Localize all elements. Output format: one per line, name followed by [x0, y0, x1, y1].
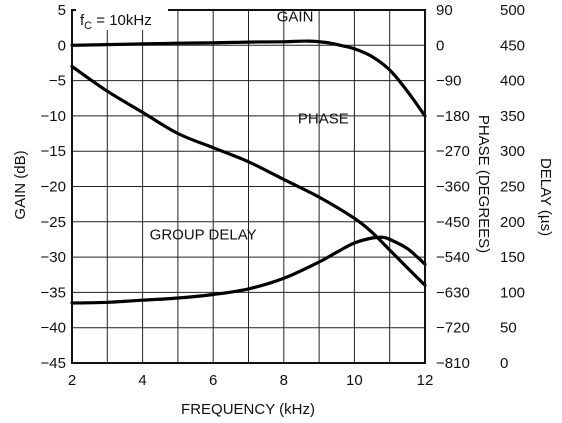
frequency-tick-label: 6 [209, 372, 217, 389]
delay-tick-label: 150 [500, 249, 525, 266]
phase-tick-label: −810 [436, 355, 470, 372]
delay-axis-title: DELAY (µs) [537, 158, 554, 236]
phase-axis-title: PHASE (DEGREES) [475, 115, 492, 253]
frequency-tick-label: 8 [280, 372, 288, 389]
grid [72, 10, 425, 363]
delay-tick-label: 0 [500, 355, 508, 372]
gain-tick-label: −15 [41, 143, 66, 160]
curves: GAIN PHASE GROUP DELAY [70, 8, 427, 305]
delay-tick-label: 100 [500, 284, 525, 301]
phase-tick-label: −90 [436, 73, 461, 90]
delay-tick-label: 500 [500, 2, 525, 19]
cutoff-annotation: fC = 10kHz [76, 8, 168, 32]
phase-tick-label: −540 [436, 249, 470, 266]
phase-tick-label: −720 [436, 320, 470, 337]
phase-tick-label: −450 [436, 214, 470, 231]
gain-tick-label: −10 [41, 108, 66, 125]
delay-tick-label: 400 [500, 73, 525, 90]
phase-curve [70, 64, 427, 287]
delay-tick-label: 250 [500, 179, 525, 196]
phase-tick-labels: 90 0 −90 −180 −270 −360 −450 −540 −630 −720 −810 [436, 2, 470, 372]
annotation-main: f [80, 12, 85, 29]
phase-label: PHASE [298, 111, 349, 128]
gain-curve [70, 39, 427, 118]
gain-tick-label: 0 [58, 37, 66, 54]
gain-tick-label: −5 [49, 73, 66, 90]
phase-tick-label: −270 [436, 143, 470, 160]
delay-tick-label: 200 [500, 214, 525, 231]
gain-label: GAIN [277, 8, 314, 25]
gain-tick-label: −30 [41, 249, 66, 266]
plot-frame [71, 9, 426, 364]
delay-tick-label: 450 [500, 37, 525, 54]
frequency-tick-labels: 2 4 6 8 10 12 [68, 372, 434, 389]
gain-tick-labels: 5 0 −5 −10 −15 −20 −25 −30 −35 −40 −45 [41, 2, 66, 372]
x-axis-title: FREQUENCY (kHz) [181, 401, 315, 418]
gain-tick-label: −35 [41, 284, 66, 301]
group-delay-curve [70, 235, 427, 305]
frequency-tick-label: 12 [417, 372, 434, 389]
delay-tick-label: 50 [500, 320, 517, 337]
delay-tick-label: 350 [500, 108, 525, 125]
gain-tick-label: −25 [41, 214, 66, 231]
phase-tick-label: 0 [436, 37, 444, 54]
group-delay-label: GROUP DELAY [150, 226, 257, 243]
svg-text:fC = 10kHz: fC = 10kHz [80, 12, 152, 32]
frequency-tick-label: 4 [138, 372, 146, 389]
gain-tick-label: −20 [41, 179, 66, 196]
phase-tick-label: −630 [436, 284, 470, 301]
gain-tick-label: −45 [41, 355, 66, 372]
gain-tick-label: −40 [41, 320, 66, 337]
gain-tick-label: 5 [58, 2, 66, 19]
frequency-tick-label: 2 [68, 372, 76, 389]
annotation-subscript: C [84, 20, 92, 32]
phase-tick-label: 90 [436, 2, 453, 19]
phase-tick-label: −180 [436, 108, 470, 125]
frequency-tick-label: 10 [346, 372, 363, 389]
gain-axis-title: GAIN (dB) [12, 150, 29, 219]
delay-tick-label: 300 [500, 143, 525, 160]
phase-tick-label: −360 [436, 179, 470, 196]
annotation-rest: = 10kHz [92, 12, 152, 29]
